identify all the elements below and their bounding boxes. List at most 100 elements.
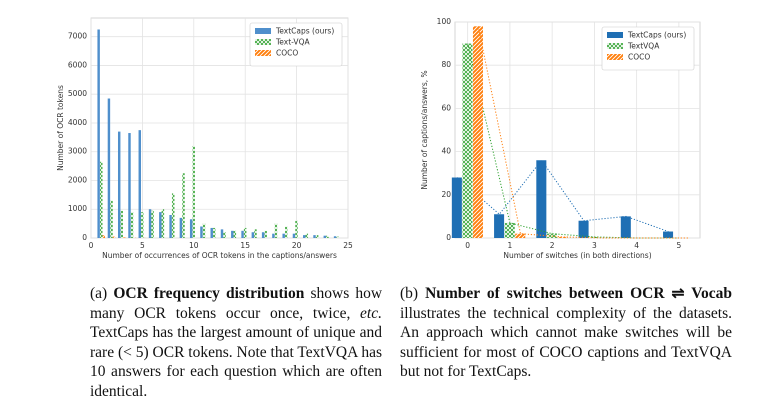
caption-text: shows how many OCR tokens occur once, tw… (90, 285, 383, 322)
legend-swatch (607, 32, 623, 38)
bar (272, 233, 275, 238)
bar (192, 145, 195, 238)
bar (292, 233, 296, 238)
y-tick-label: 20 (441, 190, 451, 199)
connector-line (467, 43, 679, 239)
bar (233, 230, 237, 238)
bar (128, 133, 131, 238)
y-tick-label: 80 (441, 60, 451, 69)
y-tick-label: 0 (446, 233, 451, 242)
bar (295, 220, 298, 238)
x-tick-label: 1 (508, 241, 513, 250)
bar (243, 227, 247, 238)
legend-label: COCO (276, 49, 298, 58)
bar (451, 177, 462, 238)
caption-text: TextCaps has the largest amount of uniqu… (90, 324, 382, 400)
bar (241, 230, 244, 238)
legend-swatch (607, 54, 623, 60)
legend-label: TextCaps (ours) (627, 31, 686, 40)
bar (536, 160, 547, 238)
legend-label: COCO (628, 53, 650, 62)
bar (323, 235, 327, 238)
x-tick-label: 2 (550, 241, 555, 250)
y-tick-label: 0 (82, 233, 87, 242)
bar (213, 227, 216, 238)
x-tick-label: 0 (465, 241, 470, 250)
bar (313, 235, 316, 238)
bar (141, 212, 144, 238)
bar (130, 212, 134, 238)
bar (182, 173, 185, 238)
bar (472, 26, 483, 238)
bar (210, 227, 213, 238)
bar (305, 233, 309, 238)
bar (315, 235, 319, 238)
caption-label: (b) (400, 285, 419, 302)
y-tick-label: 60 (441, 103, 451, 112)
y-tick-label: 40 (441, 147, 451, 156)
caption-bold: OCR frequency distribution (113, 285, 305, 302)
x-tick-label: 10 (189, 241, 199, 250)
bar (494, 214, 505, 238)
y-tick-label: 7000 (68, 32, 87, 41)
x-tick-label: 3 (592, 241, 597, 250)
connector-line (477, 26, 690, 239)
bar (161, 209, 165, 238)
bar (97, 29, 100, 239)
bar (117, 131, 121, 238)
bar (148, 209, 152, 238)
bar (171, 193, 175, 238)
legend-label: TextVQA (627, 42, 660, 51)
bar (333, 236, 337, 238)
caption-label: (a) (90, 285, 108, 302)
legend-swatch (255, 28, 271, 34)
x-axis-label: Number of switches (in both directions) (503, 251, 651, 260)
bar (274, 223, 278, 238)
y-tick-label: 1000 (68, 204, 87, 213)
caption-b: (b) Number of switches between OCR ⇌ Voc… (400, 284, 732, 382)
legend-swatch (255, 39, 271, 45)
legend-swatch (255, 50, 271, 56)
bar (303, 235, 306, 238)
x-tick-label: 5 (140, 241, 145, 250)
bar (151, 210, 154, 238)
bar (515, 233, 526, 238)
bar (123, 237, 126, 238)
bar (138, 130, 141, 238)
legend-label: Text-VQA (275, 38, 310, 47)
bar (102, 235, 106, 238)
bar (99, 161, 103, 238)
bar (202, 223, 206, 238)
bar (179, 217, 183, 238)
x-tick-label: 20 (292, 241, 302, 250)
caption-bold: Number of switches between OCR ⇌ Vocab (425, 285, 733, 302)
y-tick-label: 4000 (68, 118, 87, 127)
bar (557, 236, 568, 238)
bar (220, 229, 224, 238)
y-axis-label: Number of captions/answers, % (420, 70, 429, 189)
bar (504, 222, 515, 238)
bar (112, 236, 116, 238)
caption-a: (a) OCR frequency distribution shows how… (90, 284, 382, 401)
bar (336, 236, 339, 238)
bar (189, 219, 193, 238)
caption-text: illustrates the technical complexity of … (400, 304, 732, 381)
bar (620, 216, 631, 238)
bar (578, 220, 589, 238)
legend-box (601, 26, 695, 71)
x-tick-label: 15 (240, 241, 250, 250)
bar (462, 43, 473, 238)
bar (254, 229, 257, 238)
y-tick-label: 2000 (68, 175, 87, 184)
bar (120, 210, 123, 238)
y-tick-label: 3000 (68, 147, 87, 156)
x-tick-label: 25 (343, 241, 353, 250)
x-tick-label: 4 (634, 241, 639, 250)
bar (110, 200, 113, 238)
bar (663, 231, 674, 238)
bar (285, 226, 288, 238)
bar (159, 212, 162, 238)
legend-label: TextCaps (ours) (275, 27, 334, 36)
